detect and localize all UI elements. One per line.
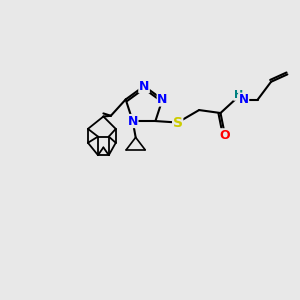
Text: N: N — [128, 115, 138, 128]
Text: S: S — [173, 116, 183, 130]
Text: O: O — [220, 129, 230, 142]
Text: H: H — [234, 90, 243, 100]
Text: N: N — [157, 93, 168, 106]
Text: N: N — [139, 80, 149, 93]
Text: N: N — [239, 93, 249, 106]
